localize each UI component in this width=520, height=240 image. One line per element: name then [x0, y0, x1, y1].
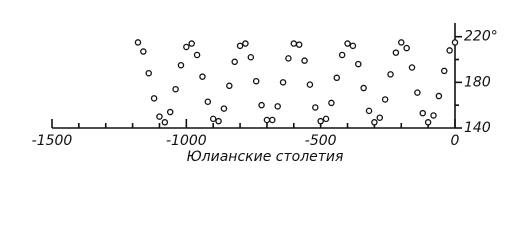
point — [446, 47, 453, 54]
x-axis-label: Юлианские столетия — [187, 149, 344, 165]
point — [183, 43, 190, 51]
point — [220, 105, 228, 112]
point — [209, 115, 217, 123]
point — [172, 85, 179, 93]
point — [177, 61, 185, 69]
point — [269, 116, 276, 124]
point — [414, 89, 421, 96]
point — [333, 74, 341, 82]
point — [317, 117, 324, 125]
y-tick-label: 140 — [464, 120, 491, 136]
point — [285, 55, 292, 62]
point — [242, 40, 249, 47]
point — [424, 119, 432, 126]
x-tick-label: 0 — [451, 133, 460, 149]
point — [312, 104, 319, 111]
point — [204, 98, 212, 106]
point — [247, 53, 255, 61]
point — [193, 51, 201, 59]
point — [306, 81, 314, 88]
point — [279, 79, 287, 86]
point — [381, 96, 389, 103]
point — [451, 39, 459, 46]
point — [156, 113, 163, 120]
point — [355, 60, 362, 68]
point — [301, 57, 308, 64]
point — [435, 92, 443, 100]
point — [371, 119, 378, 126]
y-tick-label: 220° — [464, 29, 498, 45]
point — [408, 64, 416, 71]
point — [376, 114, 384, 121]
point — [387, 71, 394, 78]
point — [215, 117, 222, 125]
x-tick-label: -1000 — [166, 133, 207, 149]
point — [140, 48, 147, 55]
point — [295, 41, 303, 48]
point — [258, 101, 265, 109]
point — [236, 42, 244, 50]
point — [263, 116, 271, 124]
point — [145, 69, 152, 77]
point — [150, 95, 158, 102]
point — [419, 109, 427, 117]
y-tick-label: 180 — [464, 74, 491, 90]
point — [338, 51, 346, 59]
point — [290, 40, 298, 47]
point — [274, 103, 281, 110]
x-tick-label: -500 — [305, 133, 337, 149]
point — [441, 67, 448, 75]
point — [360, 84, 367, 92]
point — [134, 39, 142, 46]
point — [322, 115, 330, 123]
point — [166, 108, 174, 116]
point — [252, 77, 260, 85]
point — [188, 40, 195, 47]
point — [430, 112, 437, 119]
x-tick-label: -1500 — [32, 133, 73, 149]
point — [328, 99, 335, 107]
point — [392, 49, 400, 56]
point — [226, 82, 233, 90]
point — [398, 39, 405, 46]
point — [365, 107, 373, 115]
point — [199, 73, 206, 80]
point — [349, 42, 357, 50]
point — [161, 119, 169, 126]
point — [403, 44, 410, 52]
point — [344, 40, 351, 47]
point — [231, 58, 238, 66]
